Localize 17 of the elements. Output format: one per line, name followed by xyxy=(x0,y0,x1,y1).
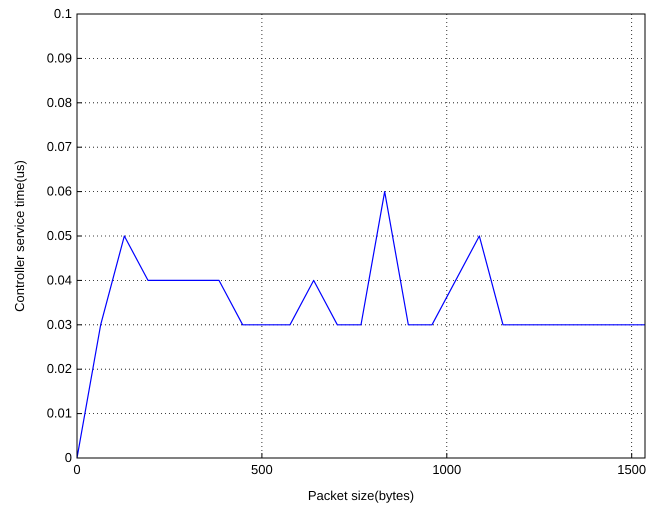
y-tick-label: 0.01 xyxy=(46,406,72,421)
y-tick-label: 0.03 xyxy=(46,316,72,332)
x-axis-title: Packet size(bytes) xyxy=(308,488,414,503)
y-axis-title: Controller service time(us) xyxy=(12,160,27,312)
y-tick-label: 0.06 xyxy=(46,184,72,199)
y-tick-label: 0.05 xyxy=(46,228,72,243)
y-tick-label: 0.08 xyxy=(46,94,72,110)
y-tick-label: 0.09 xyxy=(46,50,72,66)
x-tick-label: 1500 xyxy=(617,462,646,477)
y-tick-label: 0 xyxy=(64,450,72,465)
y-tick-label: 0.07 xyxy=(46,139,72,154)
y-tick-label: 0.02 xyxy=(46,361,72,376)
x-tick-label: 1000 xyxy=(432,462,462,477)
line-series xyxy=(76,191,646,459)
y-tick-label: 0.04 xyxy=(46,272,72,288)
y-tick-label: 0.1 xyxy=(54,6,72,21)
x-tick-label: 500 xyxy=(251,462,273,477)
